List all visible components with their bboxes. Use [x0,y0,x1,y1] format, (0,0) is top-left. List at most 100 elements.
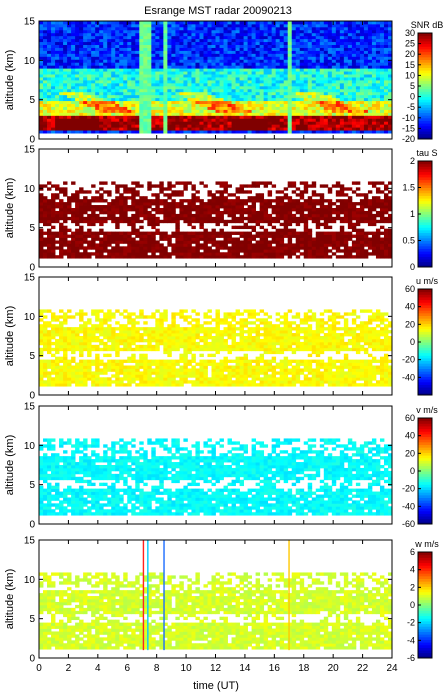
heat-cell [231,130,236,134]
heat-cell [323,225,329,230]
heat-cell [151,44,156,48]
heat-cell [247,47,252,51]
heat-cell [103,190,108,194]
heat-cell [303,26,309,31]
heat-cell [103,127,108,131]
heat-cell [227,32,232,37]
heat-cell [235,240,240,244]
heat-cell [155,216,160,221]
heat-cell [359,62,365,66]
heat-cell [291,56,297,60]
heat-cell [303,246,309,250]
heat-cell [79,234,84,238]
heat-cell [319,85,325,90]
heat-cell [159,103,164,107]
heat-cell [339,231,345,235]
heat-cell [147,124,152,128]
heat-cell [151,225,156,230]
heat-cell [95,88,100,93]
heat-cell [375,53,381,57]
heat-cell [319,231,325,235]
heat-cell [359,80,365,84]
heat-cell [199,29,204,34]
heat-cell [39,118,44,122]
heat-cell [75,74,80,78]
heat-cell [115,190,120,194]
heat-cell [347,222,353,227]
heat-cell [215,127,220,131]
heat-cell [307,59,313,63]
heat-cell [343,118,349,122]
heat-cell [155,121,160,125]
heat-cell [67,249,72,253]
heat-cell [303,112,309,116]
heat-cell [127,237,132,241]
heat-cell [375,68,381,72]
heat-cell [219,106,224,110]
heat-cell [143,112,148,116]
heat-cell [311,255,317,259]
heat-cell [151,249,156,253]
heat-cell [335,71,341,75]
heat-cell [355,74,361,78]
heat-cell [175,94,180,99]
heat-cell [351,222,357,227]
heat-cell [183,38,188,43]
heat-cell [355,234,361,238]
heat-cell [111,231,116,235]
heat-cell [71,106,76,110]
heat-cell [59,94,64,99]
heat-cell [143,65,148,69]
heat-cell [67,124,72,128]
heat-cell [47,32,52,37]
heat-cell [51,71,56,75]
heat-cell [331,65,337,69]
heat-cell [167,80,172,84]
heat-cell [51,68,56,72]
heat-cell [243,112,248,116]
heat-cell [251,103,257,107]
heat-cell [223,62,228,66]
heat-cell [115,255,120,259]
heat-cell [291,127,297,131]
heat-cell [339,249,345,253]
heat-cell [135,193,140,197]
heat-cell [383,88,389,93]
heat-cell [191,205,196,209]
heat-cell [91,231,96,235]
heat-cell [359,32,365,37]
heat-cell [215,35,220,40]
heat-cell [347,118,353,122]
heat-cell [219,255,224,259]
heat-cell [283,249,289,253]
heat-cell [195,103,200,107]
heat-cell [103,50,108,54]
heat-cell [175,228,180,232]
heat-cell [259,216,265,221]
heat-cell [107,109,112,113]
colorbar-cell [418,48,432,53]
heat-cell [359,65,365,69]
heat-cell [291,68,297,72]
heat-cell [91,213,96,218]
heat-cell [43,202,48,206]
heat-cell [195,88,200,93]
heat-cell [311,23,317,28]
heat-cell [219,112,224,116]
heat-cell [255,106,261,110]
heat-cell [47,127,52,131]
heat-cell [291,59,297,63]
heat-cell [151,26,156,31]
heat-cell [183,213,188,218]
heat-cell [291,109,297,113]
heat-cell [383,41,389,45]
heat-cell [211,210,216,215]
heat-cell [275,240,281,244]
heat-cell [203,208,208,212]
heat-cell [379,26,385,31]
heat-cell [267,255,273,259]
heat-cell [363,109,369,113]
heat-cell [215,231,220,235]
heat-cell [195,41,200,45]
heat-cell [327,56,333,60]
